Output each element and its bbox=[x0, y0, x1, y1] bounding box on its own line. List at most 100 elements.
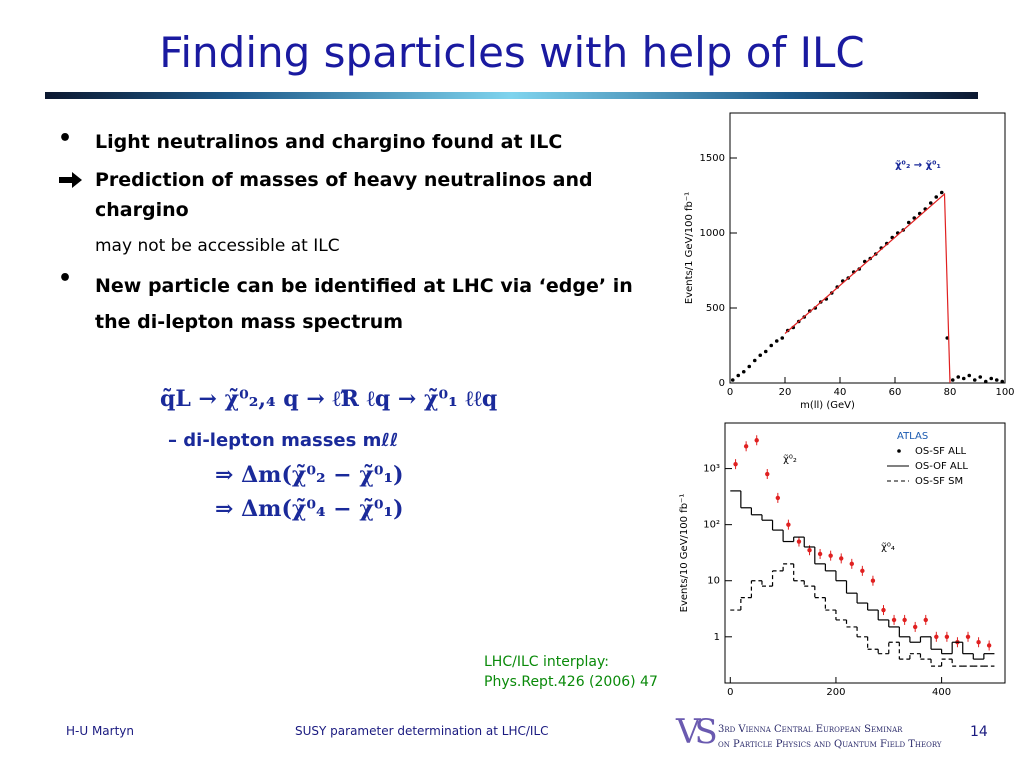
formula: ⇒ Δm(χ̃⁰₄ − χ̃⁰₁) bbox=[215, 496, 404, 522]
annotation: χ̃⁰₂ bbox=[783, 453, 797, 465]
page-number: 14 bbox=[970, 724, 988, 740]
title-rule bbox=[45, 92, 978, 99]
legend-label: OS-SF SM bbox=[915, 476, 963, 487]
data-point bbox=[965, 634, 971, 640]
x-axis-label: m(ll) (GeV) bbox=[800, 400, 855, 411]
data-point bbox=[796, 539, 802, 544]
legend-title: ATLAS bbox=[897, 431, 928, 442]
data-point bbox=[939, 190, 944, 195]
data-point bbox=[736, 373, 741, 378]
data-point bbox=[860, 568, 865, 574]
data-point bbox=[849, 561, 854, 567]
citation: Phys.Rept.426 (2006) 47 bbox=[484, 674, 658, 690]
data-point bbox=[730, 378, 735, 382]
footer-author: H-U Martyn bbox=[66, 724, 135, 738]
y-tick-label: 10 bbox=[707, 576, 720, 587]
y-tick-label: 500 bbox=[706, 303, 725, 314]
legend-swatch bbox=[897, 449, 901, 453]
formula: – di-lepton masses mℓℓ bbox=[168, 430, 399, 451]
data-point bbox=[774, 339, 779, 343]
data-point bbox=[912, 624, 918, 630]
data-point bbox=[950, 378, 955, 382]
data-point bbox=[754, 438, 759, 443]
data-point bbox=[934, 195, 939, 199]
data-point bbox=[763, 349, 768, 354]
y-tick-label: 1000 bbox=[700, 228, 725, 239]
x-tick-label: 20 bbox=[779, 387, 792, 398]
data-point bbox=[923, 617, 928, 623]
annotation: χ̃⁰₂ → χ̃⁰₁ bbox=[895, 159, 941, 171]
data-point bbox=[989, 376, 994, 381]
data-point bbox=[976, 640, 981, 645]
data-point bbox=[747, 364, 752, 369]
data-point bbox=[780, 336, 785, 340]
data-point bbox=[1000, 379, 1005, 384]
data-point bbox=[775, 495, 781, 501]
citation: LHC/ILC interplay: bbox=[484, 654, 609, 670]
x-tick-label: 80 bbox=[944, 387, 957, 398]
data-point bbox=[928, 201, 933, 205]
data-point bbox=[961, 376, 966, 381]
legend-label: OS-SF ALL bbox=[915, 446, 967, 457]
formula: q̃L → χ̃⁰₂,₄ q → ℓ̃R ℓq → χ̃⁰₁ ℓℓq bbox=[160, 386, 498, 412]
bullet-subtext: may not be accessible at ILC bbox=[95, 236, 340, 256]
data-point bbox=[807, 548, 812, 553]
data-point bbox=[902, 617, 907, 623]
x-tick-label: 40 bbox=[834, 387, 847, 398]
x-tick-label: 0 bbox=[727, 387, 733, 398]
bullet: • bbox=[58, 126, 73, 151]
data-point bbox=[752, 358, 757, 363]
data-point bbox=[986, 643, 992, 648]
plot-frame bbox=[729, 112, 1006, 384]
data-point bbox=[786, 522, 791, 527]
data-point bbox=[765, 471, 770, 477]
bullet-text: Prediction of masses of heavy neutralino… bbox=[95, 169, 593, 221]
data-point bbox=[839, 556, 844, 561]
data-point bbox=[944, 634, 950, 640]
bullet-text: New particle can be identified at LHC vi… bbox=[95, 275, 633, 333]
x-tick-label: 200 bbox=[826, 687, 845, 698]
data-point bbox=[956, 375, 961, 379]
legend-label: OS-OF ALL bbox=[915, 461, 968, 472]
x-tick-label: 100 bbox=[995, 387, 1014, 398]
x-tick-label: 0 bbox=[727, 687, 733, 698]
data-point bbox=[828, 553, 833, 558]
data-point bbox=[967, 373, 972, 378]
arrow-bullet bbox=[59, 172, 82, 188]
seminar: 3rd Vienna Central European Seminar bbox=[718, 724, 903, 735]
footer-talk: SUSY parameter determination at LHC/ILC bbox=[295, 724, 549, 738]
fit-line bbox=[784, 192, 951, 384]
data-point bbox=[881, 607, 886, 613]
y-axis-label: Events/10 GeV/100 fb⁻¹ bbox=[679, 494, 690, 613]
bullet-text: Light neutralinos and chargino found at … bbox=[95, 131, 563, 153]
data-point bbox=[870, 578, 876, 583]
data-point bbox=[994, 378, 999, 382]
plot-frame bbox=[724, 422, 1006, 684]
data-point bbox=[817, 551, 823, 557]
x-tick-label: 60 bbox=[889, 387, 902, 398]
annotation: χ̃⁰₄ bbox=[881, 541, 895, 553]
slide-title: Finding sparticles with help of ILC bbox=[159, 28, 865, 77]
y-tick-label: 1 bbox=[714, 632, 720, 643]
data-point bbox=[972, 378, 977, 382]
data-point bbox=[743, 444, 749, 449]
data-point bbox=[741, 369, 746, 374]
y-tick-label: 0 bbox=[719, 378, 725, 389]
logo: VS bbox=[676, 712, 718, 752]
y-axis-label: Events/1 GeV/100 fb⁻¹ bbox=[684, 192, 695, 304]
bullet: • bbox=[58, 266, 73, 291]
x-tick-label: 400 bbox=[932, 687, 951, 698]
seminar: on Particle Physics and Quantum Field Th… bbox=[718, 739, 942, 750]
data-point bbox=[769, 343, 774, 348]
data-point bbox=[934, 634, 939, 640]
data-point bbox=[891, 617, 897, 623]
y-tick-label: 1500 bbox=[700, 153, 725, 164]
formula: ⇒ Δm(χ̃⁰₂ − χ̃⁰₁) bbox=[215, 462, 404, 488]
data-point bbox=[906, 220, 911, 225]
data-point bbox=[758, 353, 763, 358]
data-point bbox=[733, 461, 738, 467]
data-point bbox=[983, 379, 988, 384]
data-point bbox=[978, 375, 983, 379]
